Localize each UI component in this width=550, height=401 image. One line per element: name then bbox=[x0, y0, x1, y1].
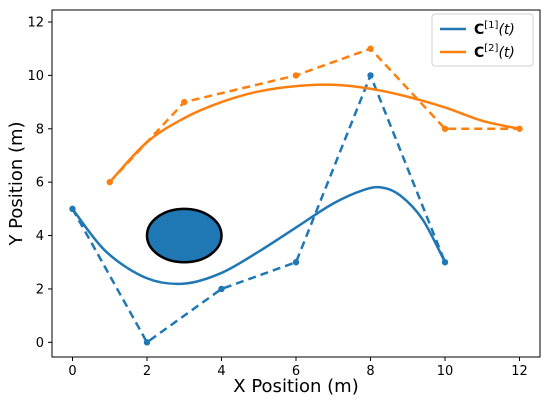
y-tick-label: 2 bbox=[36, 282, 44, 297]
series-2-control-polygon bbox=[108, 47, 520, 184]
y-tick-label: 8 bbox=[36, 122, 44, 137]
plot-area bbox=[69, 45, 523, 346]
legend-label-main: C bbox=[474, 45, 484, 61]
series-2-control-point-1 bbox=[181, 98, 188, 106]
series-2-control-point-5 bbox=[516, 125, 523, 132]
x-axis-ticks: 0 2 4 6 8 10 12 bbox=[68, 357, 528, 379]
series-1-control-point-3 bbox=[292, 259, 300, 266]
x-tick-label: 6 bbox=[292, 364, 300, 379]
legend-label-1: C[1](t) bbox=[474, 20, 515, 38]
x-axis-title: X Position (m) bbox=[233, 376, 358, 397]
x-tick-label: 4 bbox=[217, 364, 225, 379]
series-1-control-point-4 bbox=[367, 72, 374, 79]
y-tick-label: 12 bbox=[27, 16, 44, 31]
x-tick-label: 0 bbox=[68, 364, 76, 379]
legend-label-main: C bbox=[474, 22, 484, 38]
y-axis-title: Y Position (m) bbox=[6, 121, 27, 246]
x-tick-label: 12 bbox=[511, 364, 528, 379]
legend-label-argument: (t) bbox=[498, 45, 514, 61]
x-tick-label: 10 bbox=[437, 364, 454, 379]
series-2-control-point-0 bbox=[106, 178, 113, 186]
series-2-curve bbox=[108, 83, 520, 184]
x-tick-label: 8 bbox=[366, 364, 374, 379]
series-1-control-point-2 bbox=[218, 285, 225, 293]
y-tick-label: 10 bbox=[27, 69, 44, 84]
x-tick-label: 2 bbox=[143, 364, 151, 379]
legend-label-argument: (t) bbox=[498, 22, 514, 38]
legend-label-2: C[2](t) bbox=[474, 43, 515, 61]
y-tick-label: 6 bbox=[36, 176, 44, 191]
series-2-control-point-2 bbox=[292, 72, 300, 79]
series-1-control-point-0 bbox=[69, 205, 76, 213]
series-1-control-point-5 bbox=[441, 259, 449, 266]
y-tick-label: 4 bbox=[36, 229, 44, 244]
legend-label-superscript: [2] bbox=[484, 43, 498, 54]
y-tick-label: 0 bbox=[36, 336, 44, 351]
legend-label-superscript: [1] bbox=[484, 20, 498, 31]
legend: C[1](t)C[2](t) bbox=[431, 13, 534, 67]
y-axis-ticks: 0 2 4 6 8 10 12 bbox=[27, 16, 52, 351]
obstacle-ellipse bbox=[145, 207, 223, 264]
series-1-control-point-1 bbox=[143, 339, 151, 346]
series-2-control-point-4 bbox=[441, 125, 449, 132]
series-1-curve bbox=[71, 185, 447, 286]
series-1-control-polygon bbox=[71, 72, 447, 345]
series-2-control-point-3 bbox=[367, 45, 374, 52]
